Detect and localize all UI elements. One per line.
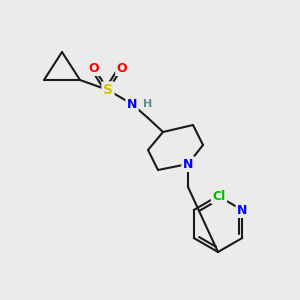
Text: S: S — [103, 83, 113, 97]
Text: O: O — [117, 61, 127, 74]
Text: H: H — [143, 99, 153, 109]
Text: N: N — [183, 158, 193, 170]
Text: O: O — [89, 61, 99, 74]
Text: N: N — [127, 98, 137, 110]
Text: N: N — [237, 203, 247, 217]
Text: Cl: Cl — [212, 190, 226, 202]
